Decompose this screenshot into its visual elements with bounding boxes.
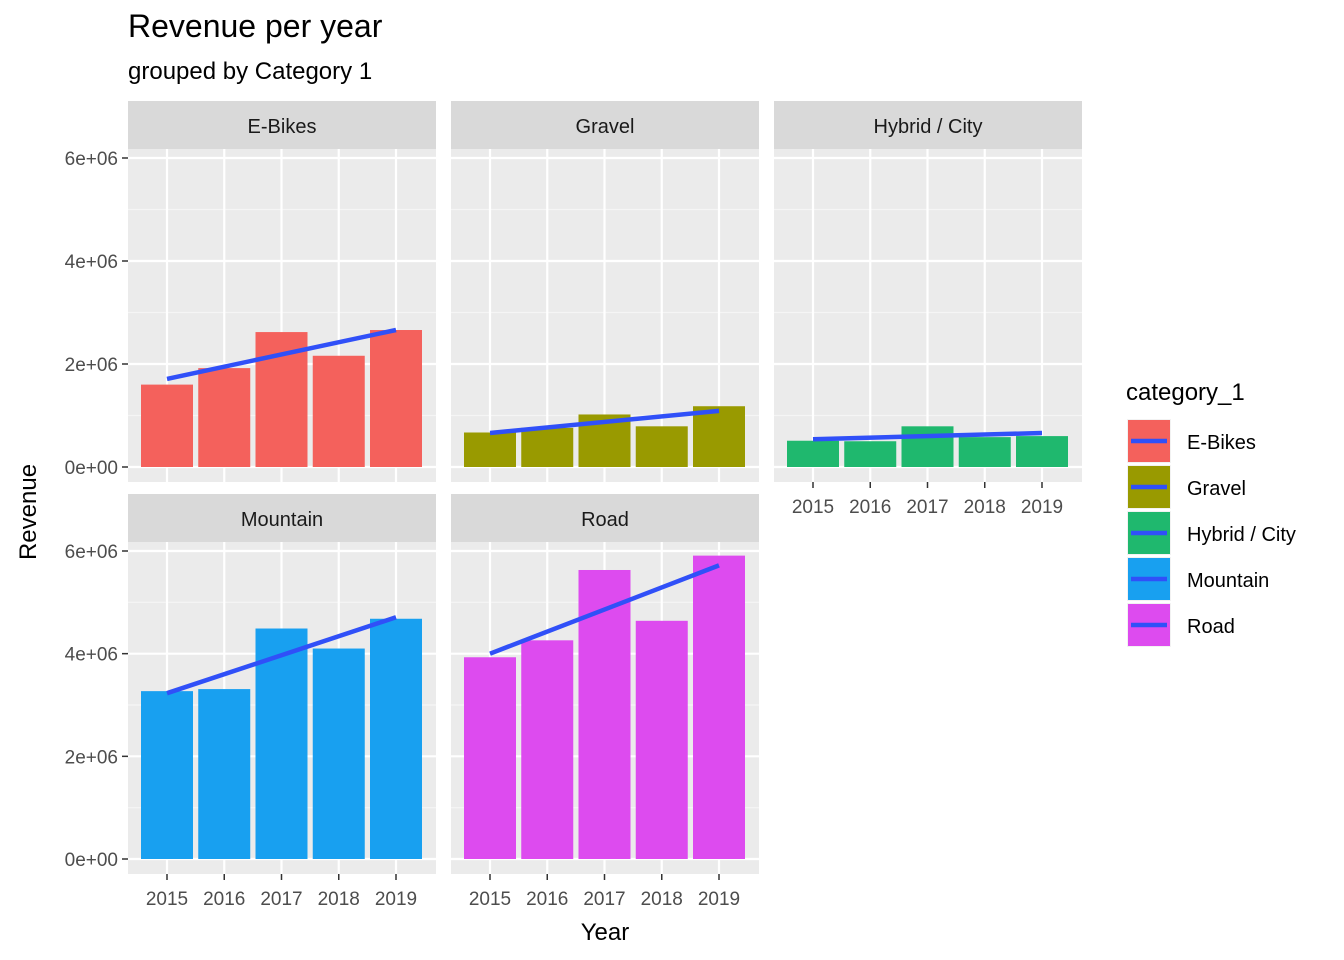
chart-title: Revenue per year — [128, 8, 383, 44]
legend-label-hybrid-city: Hybrid / City — [1187, 524, 1296, 546]
legend-title: category_1 — [1126, 379, 1245, 406]
bar-road-2018 — [635, 620, 688, 859]
bar-road-2015 — [464, 657, 516, 859]
bar-e-bikes-2019 — [370, 330, 422, 467]
facet-label-gravel: Gravel — [576, 116, 635, 138]
x-tick-label: 2016 — [203, 889, 245, 910]
bar-mountain-2016 — [198, 689, 251, 859]
trend-line-road — [489, 563, 720, 656]
x-tick-label: 2017 — [583, 889, 625, 910]
bar-e-bikes-2016 — [198, 368, 251, 467]
bar-road-2016 — [521, 640, 574, 859]
y-tick-label: 0e+00 — [65, 458, 118, 479]
bar-mountain-2019 — [370, 618, 422, 859]
facet-label-road: Road — [581, 509, 629, 531]
x-tick-label: 2017 — [260, 889, 302, 910]
y-tick-label: 0e+00 — [65, 850, 118, 871]
y-tick-label: 6e+06 — [65, 149, 118, 170]
bar-gravel-2019 — [693, 406, 745, 467]
bar-road-2019 — [693, 555, 745, 859]
facet-strip-gravel — [451, 101, 759, 149]
x-tick-label: 2018 — [641, 889, 683, 910]
facet-strip-mountain — [128, 494, 436, 542]
bar-hybrid-city-2015 — [787, 440, 839, 467]
legend-label-road: Road — [1187, 616, 1235, 638]
x-tick-label: 2018 — [318, 889, 360, 910]
facet-label-e-bikes: E-Bikes — [248, 116, 317, 138]
x-tick-label: 2017 — [906, 497, 948, 518]
x-tick-label: 2015 — [146, 889, 188, 910]
x-tick-label: 2016 — [526, 889, 568, 910]
bar-hybrid-city-2019 — [1016, 436, 1068, 467]
bar-gravel-2015 — [464, 432, 516, 467]
bar-e-bikes-2015 — [141, 384, 193, 467]
bar-mountain-2017 — [255, 628, 308, 859]
chart-subtitle: grouped by Category 1 — [128, 58, 373, 85]
trend-line-mountain — [166, 615, 397, 696]
x-tick-label: 2015 — [469, 889, 511, 910]
facet-strip-hybrid-city — [774, 101, 1082, 149]
y-tick-label: 4e+06 — [65, 645, 118, 666]
bar-hybrid-city-2016 — [844, 441, 897, 467]
bar-mountain-2018 — [312, 648, 365, 859]
facet-strip-e-bikes — [128, 101, 436, 149]
y-axis-title: Revenue — [15, 464, 42, 560]
bar-e-bikes-2018 — [312, 355, 365, 467]
trend-line-hybrid-city — [812, 430, 1043, 442]
y-tick-label: 6e+06 — [65, 542, 118, 563]
y-tick-label: 4e+06 — [65, 252, 118, 273]
x-tick-label: 2018 — [964, 497, 1006, 518]
facet-strip-road — [451, 494, 759, 542]
x-tick-label: 2016 — [849, 497, 891, 518]
x-axis-title: Year — [581, 919, 630, 946]
trend-line-gravel — [489, 408, 720, 436]
x-tick-label: 2019 — [698, 889, 740, 910]
bar-hybrid-city-2018 — [958, 437, 1011, 467]
legend-label-mountain: Mountain — [1187, 570, 1269, 592]
trend-line-e-bikes — [166, 327, 397, 382]
x-tick-label: 2019 — [1021, 497, 1063, 518]
bar-gravel-2018 — [635, 426, 688, 467]
facet-label-mountain: Mountain — [241, 509, 323, 531]
x-tick-label: 2015 — [792, 497, 834, 518]
facet-label-hybrid-city: Hybrid / City — [874, 116, 983, 138]
legend-label-gravel: Gravel — [1187, 478, 1246, 500]
x-tick-label: 2019 — [375, 889, 417, 910]
y-tick-label: 2e+06 — [65, 355, 118, 376]
bar-road-2017 — [578, 569, 631, 859]
bar-mountain-2015 — [141, 691, 193, 859]
y-tick-label: 2e+06 — [65, 747, 118, 768]
bar-gravel-2016 — [521, 427, 574, 467]
bar-hybrid-city-2017 — [901, 426, 954, 467]
legend-label-e-bikes: E-Bikes — [1187, 432, 1256, 454]
